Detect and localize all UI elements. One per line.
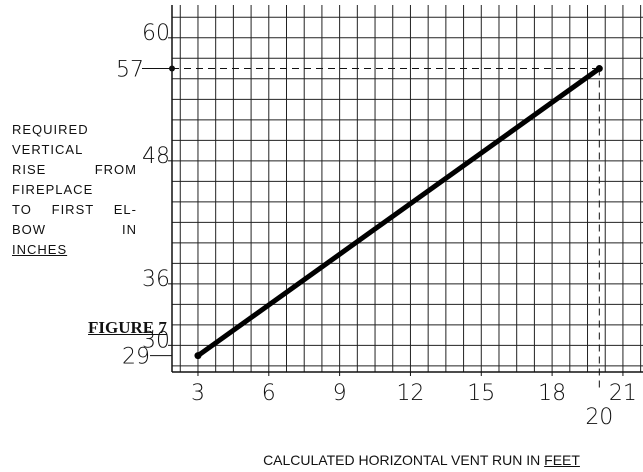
x-tick-label: 21 (609, 381, 637, 406)
y-label-line: BOW IN (12, 222, 137, 237)
y-tick-label: 30 (142, 328, 170, 353)
figure-caption: FIGURE 7 (88, 318, 167, 337)
x-tick-label: 12 (396, 381, 424, 406)
y-label-line: RISE FROM (12, 162, 137, 177)
y-label-line: REQUIRED (12, 122, 89, 137)
x-axis-label: CALCULATED HORIZONTAL VENT RUN IN FEET (0, 452, 643, 468)
data-point (595, 65, 603, 73)
x-value-label: 20 (585, 405, 613, 430)
x-tick-label: 6 (262, 381, 276, 406)
x-tick-label: 15 (467, 381, 495, 406)
x-tick-label: 9 (333, 381, 347, 406)
data-line (195, 66, 602, 359)
value-label: 29 (122, 345, 150, 370)
y-label-line: FIREPLACE (12, 182, 94, 197)
value-label: 57 (116, 58, 144, 83)
x-tick-label: 18 (538, 381, 566, 406)
y-axis-label: REQUIRED VERTICAL RISE FROM FIREPLACE TO FIR… (12, 120, 137, 260)
y-tick-label: 48 (142, 144, 170, 169)
y-label-line: VERTICAL (12, 142, 84, 157)
y-label-line: TO FIRST EL- (12, 202, 137, 217)
y-tick-label: 60 (142, 21, 170, 46)
data-point (194, 352, 202, 360)
y-tick-label: 36 (142, 267, 170, 292)
x-label-text: CALCULATED HORIZONTAL VENT RUN IN (263, 452, 541, 468)
x-tick-label: 3 (191, 381, 205, 406)
y-label-line: INCHES (12, 242, 68, 257)
x-label-unit: FEET (544, 452, 580, 468)
